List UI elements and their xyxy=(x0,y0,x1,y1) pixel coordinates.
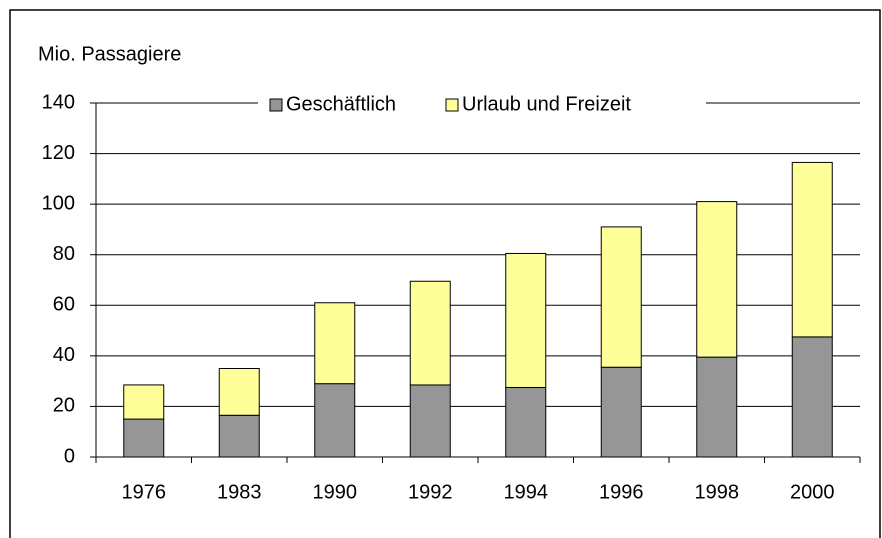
bar-segment xyxy=(314,383,356,458)
y-tick-label: 20 xyxy=(53,395,75,417)
y-tick-label: 120 xyxy=(42,142,75,164)
x-tick-label: 1992 xyxy=(408,481,453,503)
bar-segment xyxy=(123,418,165,458)
bar-segment xyxy=(218,414,260,458)
bar-segment xyxy=(505,252,547,388)
bar-segment xyxy=(505,386,547,458)
legend-background xyxy=(258,91,706,117)
y-tick-label: 60 xyxy=(53,294,75,316)
x-tick-label: 1983 xyxy=(217,481,262,503)
bar-segment xyxy=(600,226,642,368)
y-tick-label: 0 xyxy=(64,445,75,467)
bar-segment xyxy=(696,356,738,458)
x-tick-label: 1994 xyxy=(504,481,549,503)
x-tick-label: 1976 xyxy=(122,481,167,503)
legend-label: Geschäftlich xyxy=(286,93,396,115)
y-tick-label: 80 xyxy=(53,243,75,265)
legend-label: Urlaub und Freizeit xyxy=(462,93,631,115)
y-axis-label: Mio. Passagiere xyxy=(38,43,181,65)
bar-segment xyxy=(409,384,451,458)
chart-frame xyxy=(9,9,881,538)
bar-segment xyxy=(409,280,451,386)
bar-segment xyxy=(218,368,260,416)
bar-segment xyxy=(314,302,356,385)
legend-swatch xyxy=(269,98,283,112)
y-tick-label: 40 xyxy=(53,344,75,366)
x-tick-label: 1996 xyxy=(599,481,644,503)
bar-segment xyxy=(123,384,165,420)
x-tick-label: 1998 xyxy=(695,481,740,503)
x-tick-label: 1990 xyxy=(313,481,358,503)
bar-segment xyxy=(696,201,738,358)
y-tick-label: 100 xyxy=(42,192,75,214)
x-tick-label: 2000 xyxy=(790,481,835,503)
y-tick-label: 140 xyxy=(42,91,75,113)
bar-segment xyxy=(600,366,642,458)
bar-segment xyxy=(791,336,833,458)
legend-swatch xyxy=(445,98,459,112)
bar-segment xyxy=(791,161,833,338)
